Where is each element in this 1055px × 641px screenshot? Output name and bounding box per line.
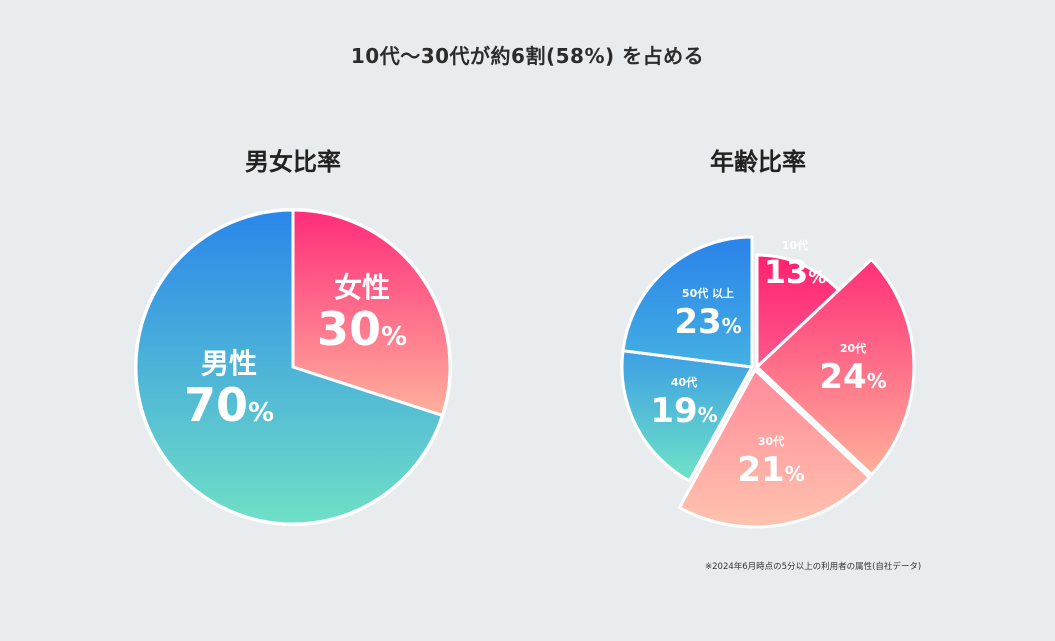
age-value-2: 21% — [737, 450, 804, 490]
footnote: ※2024年6月時点の5分以上の利用者の属性(自社データ) — [705, 562, 922, 572]
age-label-4: 50代 以上 — [682, 286, 734, 300]
age-label-3: 40代 — [671, 375, 697, 389]
age-value-4: 23% — [674, 302, 741, 342]
age-slice-0 — [755, 253, 841, 369]
age-slice-4 — [621, 235, 754, 369]
age-slice-3 — [620, 349, 754, 483]
gender-value-0: 30% — [317, 302, 407, 356]
age-value-1: 24% — [819, 357, 886, 397]
gender-slice-0 — [291, 208, 452, 418]
age-value-3: 19% — [650, 391, 717, 431]
age-slice-2 — [677, 368, 871, 529]
gender-label-1: 男性 — [201, 347, 257, 380]
age-chart-title: 年齢比率 — [710, 148, 806, 176]
gender-slice-1 — [134, 208, 445, 526]
age-slice-1 — [755, 258, 916, 476]
age-label-0: 10代 — [782, 238, 808, 252]
gender-label-0: 女性 — [334, 271, 390, 304]
headline: 10代～30代が約6割(58%) を占める — [350, 44, 705, 68]
gender-chart-title: 男女比率 — [245, 148, 341, 176]
gender-value-1: 70% — [184, 378, 274, 432]
age-label-2: 30代 — [758, 434, 784, 448]
age-label-1: 20代 — [840, 341, 866, 355]
age-value-0: 13% — [764, 253, 827, 291]
